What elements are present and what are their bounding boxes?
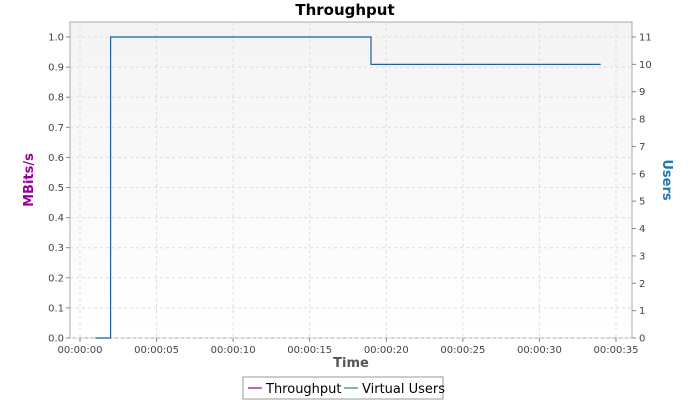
legend-box: [242, 376, 444, 400]
plot-area: [69, 21, 633, 339]
left-tick-label: 0.3: [48, 243, 64, 254]
right-tick-label: 8: [639, 115, 645, 126]
series-line-virtual-users: [95, 36, 601, 339]
right-tick-label: 9: [639, 87, 645, 98]
right-axis-title: Users: [659, 159, 674, 201]
right-tick-label: 7: [639, 142, 645, 153]
left-tick-label: 0.2: [48, 273, 64, 284]
right-tick-label: 5: [639, 197, 645, 208]
x-tick-label: 00:00:15: [287, 345, 332, 356]
x-tick-label: 00:00:25: [440, 345, 485, 356]
gridlines: [70, 22, 632, 339]
left-tick-label: 0.7: [48, 123, 64, 134]
left-tick-label: 0.6: [48, 153, 64, 164]
x-tick-label: 00:00:35: [594, 345, 639, 356]
right-tick-label: 4: [639, 224, 645, 235]
x-tick-label: 00:00:10: [211, 345, 256, 356]
right-tick-label: 3: [639, 251, 645, 262]
left-tick-label: 0.0: [48, 334, 64, 345]
left-axis-ticks: 0.0 0.1 0.2 0.3 0.4 0.5 0.6 0.7 0.8 0.9 1.0: [48, 33, 70, 345]
x-tick-label: 00:00:05: [134, 345, 179, 356]
x-axis-title: Time: [333, 356, 369, 371]
legend-label-virtual-users: Virtual Users: [362, 382, 445, 397]
x-tick-label: 00:00:30: [517, 345, 562, 356]
right-axis-ticks: 0 1 2 3 4 5 6 7 8 9 10 11: [632, 33, 652, 345]
right-tick-label: 1: [639, 306, 645, 317]
right-tick-label: 0: [639, 334, 645, 345]
right-tick-label: 2: [639, 279, 645, 290]
x-axis-ticks: 00:00:00 00:00:05 00:00:10 00:00:15 00:00:20…: [58, 338, 639, 356]
left-axis-title: MBits/s: [22, 153, 37, 207]
left-tick-label: 1.0: [48, 33, 64, 44]
legend: Throughput Virtual Users: [242, 376, 445, 400]
left-tick-label: 0.4: [48, 213, 64, 224]
left-tick-label: 0.1: [48, 303, 64, 314]
x-tick-label: 00:00:00: [58, 345, 103, 356]
legend-label-throughput: Throughput: [265, 382, 342, 397]
x-tick-label: 00:00:20: [364, 345, 409, 356]
chart-title: Throughput: [295, 1, 394, 19]
series-layer: [95, 36, 601, 339]
right-tick-label: 6: [639, 169, 645, 180]
right-tick-label: 10: [639, 60, 652, 71]
left-tick-label: 0.9: [48, 63, 64, 74]
left-tick-label: 0.5: [48, 183, 64, 194]
left-tick-label: 0.8: [48, 93, 64, 104]
right-tick-label: 11: [639, 33, 652, 44]
